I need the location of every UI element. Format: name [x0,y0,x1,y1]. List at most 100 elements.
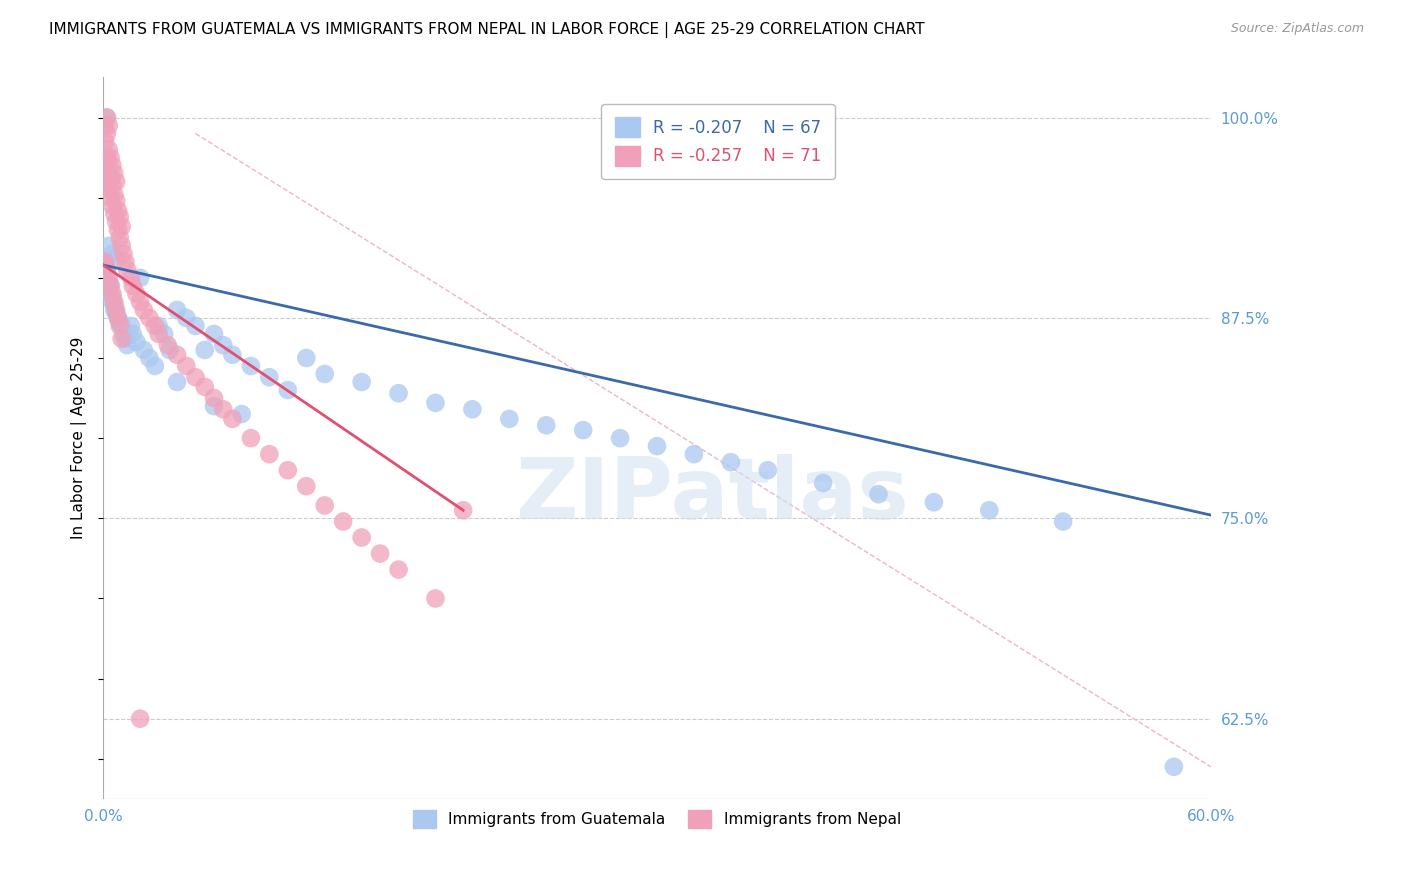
Point [212,338,235,352]
Point [132,343,155,357]
Point [645,439,668,453]
Point [100,278,122,293]
Point [138,310,160,325]
Point [94,260,117,274]
Point [115,338,138,352]
Point [332,515,354,529]
Point [350,375,373,389]
Point [194,380,217,394]
Point [425,591,447,606]
Point [756,463,779,477]
Point [101,247,124,261]
Point [295,479,318,493]
Point [314,367,336,381]
Point [166,302,188,317]
Point [97,167,120,181]
Point [105,175,128,189]
Point [221,412,243,426]
Point [97,270,120,285]
Point [1052,515,1074,529]
Point [536,418,558,433]
Text: Source: ZipAtlas.com: Source: ZipAtlas.com [1230,22,1364,36]
Point [277,383,299,397]
Point [129,270,152,285]
Point [451,503,474,517]
Point [212,402,235,417]
Point [461,402,484,417]
Point [1163,760,1185,774]
Point [101,159,124,173]
Point [97,282,120,296]
Point [387,563,409,577]
Point [202,326,225,341]
Point [153,326,176,341]
Point [96,127,118,141]
Point [184,370,207,384]
Point [314,499,336,513]
Point [231,407,253,421]
Point [100,171,122,186]
Point [129,712,152,726]
Point [94,119,117,133]
Point [107,223,129,237]
Point [101,286,124,301]
Point [94,254,117,268]
Point [922,495,945,509]
Point [107,310,129,325]
Point [1274,752,1296,766]
Point [174,310,197,325]
Point [115,262,138,277]
Point [239,431,262,445]
Point [138,351,160,365]
Point [97,183,120,197]
Point [105,306,128,320]
Point [100,151,122,165]
Point [111,239,134,253]
Point [202,391,225,405]
Point [174,359,197,373]
Point [609,431,631,445]
Point [143,318,166,333]
Point [96,111,118,125]
Point [108,231,131,245]
Point [94,254,117,268]
Point [166,375,188,389]
Point [100,286,122,301]
Point [94,159,117,173]
Point [387,386,409,401]
Point [368,547,391,561]
Point [720,455,742,469]
Point [108,318,131,333]
Point [498,412,520,426]
Point [94,135,117,149]
Point [94,258,117,272]
Point [120,318,142,333]
Point [103,294,125,309]
Point [105,215,128,229]
Point [101,290,124,304]
Point [194,343,217,357]
Point [103,187,125,202]
Point [101,178,124,192]
Point [129,294,152,309]
Point [295,351,318,365]
Point [811,476,834,491]
Point [277,463,299,477]
Point [97,119,120,133]
Point [120,270,142,285]
Point [148,326,170,341]
Point [239,359,262,373]
Point [221,348,243,362]
Point [103,302,125,317]
Point [107,203,129,218]
Point [107,310,129,325]
Point [111,332,134,346]
Point [96,270,118,285]
Point [259,370,281,384]
Point [259,447,281,461]
Point [125,334,148,349]
Point [100,191,122,205]
Point [97,143,120,157]
Point [101,199,124,213]
Point [111,219,134,234]
